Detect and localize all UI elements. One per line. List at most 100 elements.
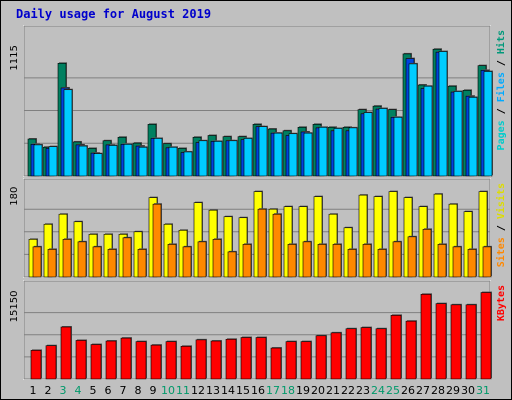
bar-fill <box>165 341 177 380</box>
x-tick-label: 14 <box>221 384 235 397</box>
kbytes-bar <box>405 320 417 380</box>
sites-bar <box>152 203 162 278</box>
bar-fill <box>108 145 118 177</box>
bar-fill <box>300 341 312 380</box>
sites-bar <box>47 248 57 278</box>
sites-bar <box>422 228 432 278</box>
bar-fill <box>168 146 178 177</box>
bar-fill <box>375 328 387 380</box>
sites-bar <box>272 213 282 278</box>
kbytes-bar <box>360 326 372 380</box>
sites-bar <box>92 245 102 278</box>
legend-entry: / <box>496 54 507 72</box>
bar-fill <box>407 236 417 278</box>
pages-bar <box>288 132 298 177</box>
pages-bar <box>468 96 478 177</box>
bar-fill <box>287 244 297 278</box>
sites-bar <box>77 240 87 278</box>
pages-bar <box>363 111 373 177</box>
legend-entry: / <box>496 219 507 237</box>
sites-bar <box>332 243 342 278</box>
pages-bar <box>378 107 388 177</box>
x-tick-label: 11 <box>176 384 190 397</box>
sites-bar <box>287 243 297 278</box>
x-tick-label: 9 <box>150 384 157 397</box>
bar-fill <box>150 344 162 380</box>
x-tick-label: 30 <box>461 384 475 397</box>
bar-fill <box>122 237 132 278</box>
pages-bar <box>453 90 463 177</box>
bar-fill <box>270 347 282 380</box>
kbytes-bar <box>75 339 87 380</box>
x-tick-label: 26 <box>401 384 415 397</box>
kbytes-bar <box>315 334 327 380</box>
x-tick-label: 3 <box>60 384 67 397</box>
pages-bar <box>438 50 448 177</box>
bar-fill <box>437 244 447 278</box>
kbytes-bar <box>330 331 342 380</box>
pages-bar <box>33 143 43 177</box>
x-tick-label: 25 <box>386 384 400 397</box>
bar-fill <box>483 71 493 177</box>
pages-bar <box>63 88 73 177</box>
x-tick-label: 7 <box>120 384 127 397</box>
bar-fill <box>348 127 358 177</box>
pages-bar <box>198 139 208 177</box>
bar-fill <box>90 344 102 380</box>
bar-fill <box>45 345 57 380</box>
kbytes-bar <box>180 345 192 380</box>
series-sites <box>32 203 492 278</box>
bar-fill <box>318 126 328 177</box>
sites-bar <box>182 245 192 278</box>
sites-bar <box>362 243 372 278</box>
bar-fill <box>225 338 237 380</box>
x-tick-label: 19 <box>296 384 310 397</box>
pages-bar <box>333 127 343 177</box>
bar-fill <box>438 51 448 177</box>
kbytes-bar <box>390 314 402 380</box>
bar-fill <box>393 117 403 177</box>
series-pages <box>33 50 493 177</box>
bar-fill <box>465 304 477 380</box>
bar-fill <box>360 327 372 380</box>
pages-bar <box>408 62 418 177</box>
x-tick-label: 4 <box>75 384 82 397</box>
bar-fill <box>243 138 253 177</box>
kbytes-bar <box>225 338 237 380</box>
pages-bar <box>423 85 433 177</box>
bar-fill <box>137 249 147 278</box>
bar-fill <box>377 249 387 278</box>
x-tick-label: 1 <box>30 384 37 397</box>
bar-fill <box>30 350 42 380</box>
bar-fill <box>480 292 492 380</box>
panel-1: 180 Sites / Visits <box>9 178 507 278</box>
bar-fill <box>272 213 282 278</box>
sites-bar <box>197 240 207 278</box>
kbytes-bar <box>60 326 72 380</box>
kbytes-bar <box>255 336 267 380</box>
x-tick-label: 20 <box>311 384 325 397</box>
x-tick-label: 27 <box>416 384 430 397</box>
panel-0: 1115 Pages / Files / Hits <box>9 25 507 177</box>
kbytes-bar <box>420 293 432 380</box>
pages-bar <box>108 144 118 177</box>
bar-fill <box>302 241 312 278</box>
bar-fill <box>212 239 222 278</box>
bar-fill <box>392 241 402 278</box>
bar-fill <box>452 246 462 278</box>
kbytes-bar <box>375 327 387 380</box>
sites-bar <box>437 243 447 278</box>
pages-bar <box>48 145 58 177</box>
bar-fill <box>405 320 417 380</box>
y-max-label: 15150 <box>9 291 20 323</box>
sites-bar <box>377 248 387 278</box>
bar-fill <box>62 239 72 278</box>
bar-fill <box>390 315 402 380</box>
pages-bar <box>348 126 358 177</box>
bar-fill <box>450 304 462 380</box>
x-tick-label: 17 <box>266 384 280 397</box>
bar-fill <box>333 128 343 177</box>
legend-entry: KBytes <box>496 285 507 321</box>
sites-bar <box>347 248 357 278</box>
kbytes-bar <box>30 349 42 380</box>
